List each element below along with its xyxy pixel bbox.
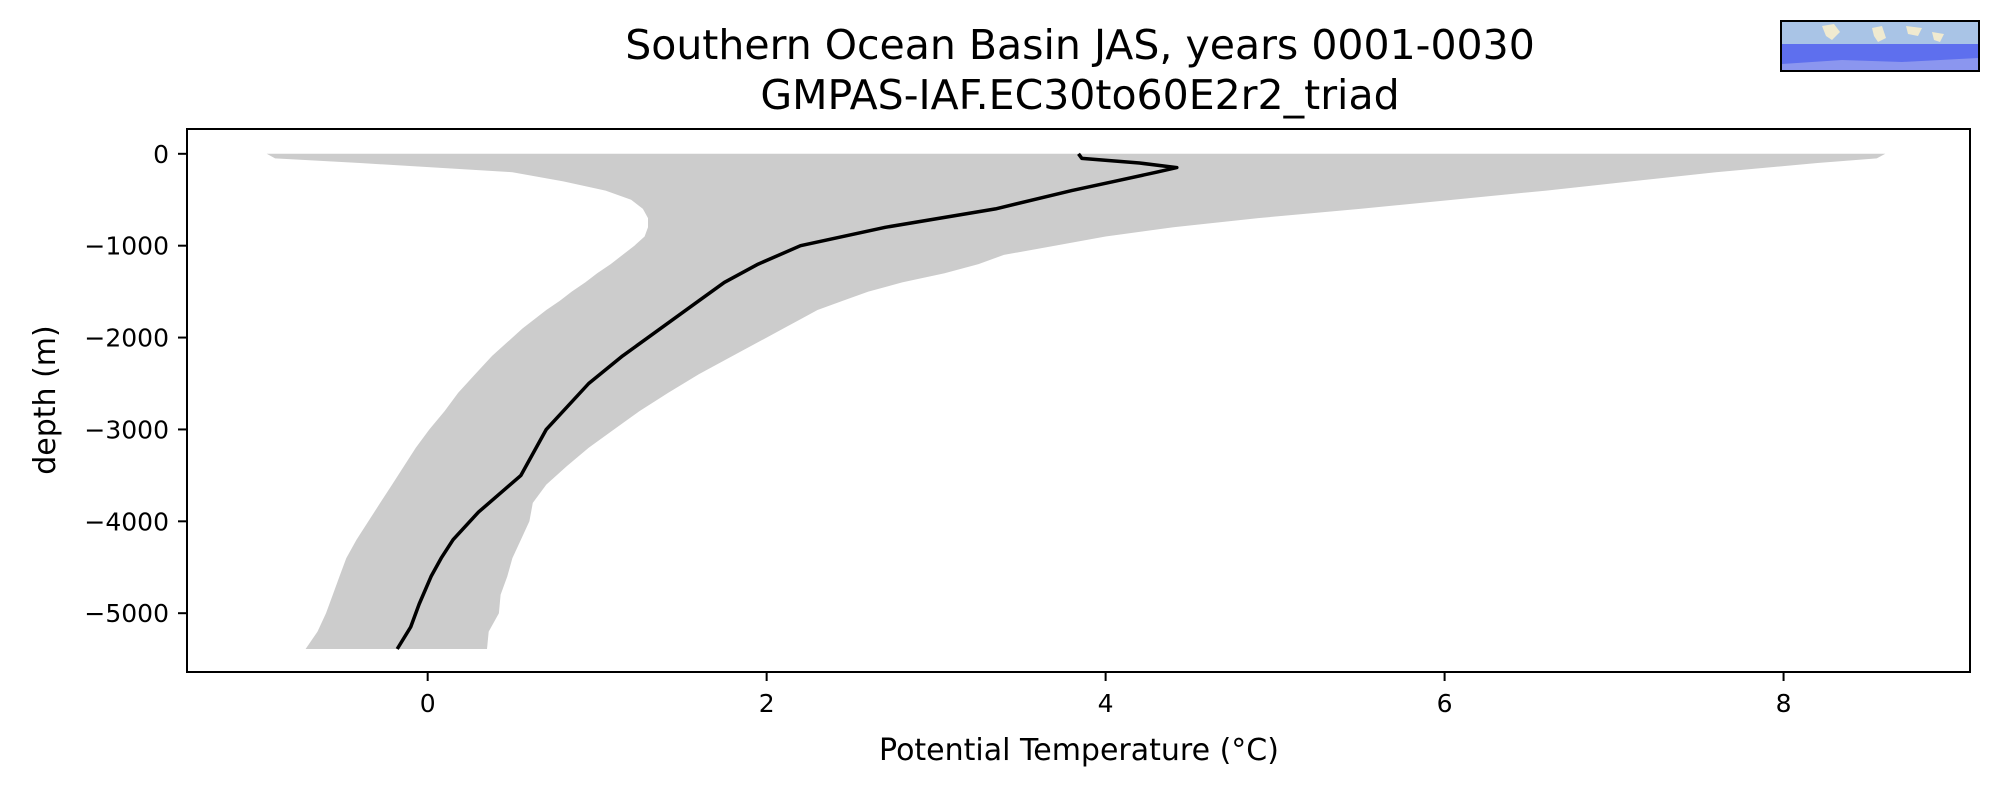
chart-title: Southern Ocean Basin JAS, years 0001-003… [625,21,1535,69]
y-tick-label: 0 [153,140,169,169]
y-axis-label: depth (m) [28,325,63,475]
y-axis-ticks: 0 −1000 −2000 −3000 −4000 −5000 [84,140,187,628]
x-tick-label: 6 [1437,689,1453,718]
y-tick-label: −2000 [84,324,169,353]
x-axis-label: Potential Temperature (°C) [879,733,1279,768]
y-tick-label: −4000 [84,507,169,536]
chart-subtitle: GMPAS-IAF.EC30to60E2r2_triad [760,71,1400,119]
mean-profile-line [395,152,1179,650]
y-tick-label: −3000 [84,415,169,444]
range-band [266,153,1886,650]
plot-area [266,152,1886,650]
inset-map [1780,20,1980,72]
x-tick-label: 8 [1776,689,1792,718]
x-tick-label: 4 [1098,689,1114,718]
x-axis-ticks: 0 2 4 6 8 [420,672,1792,718]
y-tick-label: −1000 [84,232,169,261]
y-tick-label: −5000 [84,599,169,628]
x-tick-label: 2 [759,689,775,718]
plot-frame [186,128,1971,673]
title-block: Southern Ocean Basin JAS, years 0001-003… [0,20,2000,120]
globe-map-icon [1782,22,1978,70]
x-tick-label: 0 [420,689,436,718]
